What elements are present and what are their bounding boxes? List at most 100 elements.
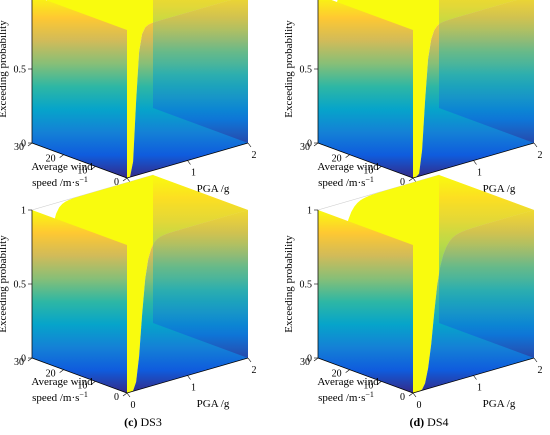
y-axis-label-unit: speed /m·s	[32, 177, 79, 189]
z-tick-label: 0.5	[300, 65, 313, 76]
x-tick-label: 1	[191, 383, 196, 394]
surface-front-wind	[318, 210, 413, 393]
y-tick-mark	[377, 166, 382, 170]
surface-side-pga-max	[153, 175, 248, 358]
z-tick-label: 0	[307, 139, 312, 150]
y-tick-label: 20	[46, 154, 56, 165]
y-axis-label-line2: speed /m·s−1	[32, 175, 88, 189]
y-tick-mark	[27, 357, 33, 362]
x-tick-mark	[412, 177, 417, 183]
y-axis-label-line2: speed /m·s−1	[318, 390, 374, 404]
y-tick-mark	[408, 392, 414, 397]
y-tick-mark	[313, 357, 319, 362]
x-tick-mark	[247, 357, 252, 363]
y-axis-line	[31, 142, 128, 179]
x-tick-mark	[473, 160, 477, 165]
z-tick-label: 1	[21, 206, 26, 217]
surface-side-pga-max	[153, 0, 248, 143]
surface-side-pga-max	[439, 0, 534, 143]
surface-front-wind	[318, 0, 413, 178]
y-axis-label-exponent: −1	[79, 390, 88, 399]
y-axis-label-exponent: −1	[79, 175, 88, 184]
y-tick-label: 0	[400, 177, 405, 188]
x-tick-label: 1	[191, 168, 196, 179]
x-tick-mark	[126, 177, 131, 183]
y-tick-label: 10	[77, 165, 87, 176]
y-tick-mark	[122, 392, 128, 397]
y-axis-label-unit: speed /m·s	[32, 392, 79, 404]
y-tick-mark	[59, 154, 64, 158]
y-tick-label: 20	[332, 154, 342, 165]
z-axis-label: Exceeding probability	[0, 235, 9, 333]
z-tick-label: 1	[21, 0, 26, 2]
z-tick-label: 0	[21, 139, 26, 150]
panel-caption-title: DS4	[427, 415, 448, 429]
x-axis-label: PGA /g	[197, 183, 230, 195]
panel-caption: (c) DS3	[124, 415, 162, 429]
y-axis-line	[317, 357, 414, 394]
y-axis-line	[31, 357, 128, 394]
x-axis-label: PGA /g	[483, 183, 516, 195]
y-tick-label: 30	[14, 357, 24, 368]
z-tick-label: 0.5	[14, 65, 27, 76]
y-axis-line	[317, 142, 414, 179]
x-tick-mark	[412, 392, 417, 398]
y-tick-label: 0	[400, 392, 405, 403]
y-axis-label-line2: speed /m·s−1	[32, 390, 88, 404]
y-axis-label-line1: Average wind	[317, 376, 379, 388]
x-tick-mark	[473, 375, 477, 380]
y-axis-label-line1: Average wind	[31, 161, 93, 173]
z-tick-label: 0.5	[14, 280, 27, 291]
panel-caption: (d) DS4	[409, 415, 448, 429]
x-tick-label: 0	[417, 400, 422, 411]
x-axis-label: PGA /g	[483, 398, 516, 410]
y-tick-label: 30	[300, 357, 310, 368]
y-tick-mark	[313, 142, 319, 147]
z-axis-label: Exceeding probability	[283, 235, 295, 333]
y-axis-label-line1: Average wind	[317, 161, 379, 173]
x-tick-label: 2	[252, 365, 257, 376]
x-tick-label: 2	[252, 150, 257, 161]
y-tick-label: 10	[363, 165, 373, 176]
x-axis-label: PGA /g	[197, 398, 230, 410]
x-tick-label: 0	[131, 400, 136, 411]
panel-caption-letter: (c)	[124, 415, 137, 429]
y-axis-label-unit: speed /m·s	[318, 177, 365, 189]
z-tick-label: 0	[21, 354, 26, 365]
x-tick-mark	[533, 357, 538, 363]
y-tick-mark	[408, 177, 414, 182]
x-tick-mark	[187, 160, 191, 165]
y-axis-label-exponent: −1	[365, 175, 374, 184]
y-tick-label: 30	[300, 142, 310, 153]
y-axis-label-line1: Average wind	[31, 376, 93, 388]
y-tick-label: 10	[363, 380, 373, 391]
y-tick-mark	[91, 166, 96, 170]
surface-front-wind	[32, 210, 127, 393]
x-tick-label: 2	[538, 365, 543, 376]
y-tick-mark	[345, 154, 350, 158]
y-tick-mark	[59, 369, 64, 373]
z-tick-label: 0	[307, 354, 312, 365]
x-tick-label: 2	[538, 150, 543, 161]
y-tick-label: 30	[14, 142, 24, 153]
y-tick-mark	[122, 177, 128, 182]
z-axis-label: Exceeding probability	[283, 20, 295, 118]
x-tick-mark	[126, 392, 131, 398]
panel-caption-letter: (d)	[409, 415, 424, 429]
surface-side-pga-max	[439, 175, 534, 358]
panel-caption-title: DS3	[140, 415, 161, 429]
z-tick-label: 1	[307, 0, 312, 2]
y-tick-label: 0	[114, 392, 119, 403]
y-axis-label-exponent: −1	[365, 390, 374, 399]
y-tick-label: 0	[114, 177, 119, 188]
surface-front-wind	[32, 0, 127, 178]
z-tick-label: 1	[307, 206, 312, 217]
y-tick-label: 20	[46, 369, 56, 380]
x-tick-mark	[187, 375, 191, 380]
y-axis-label-unit: speed /m·s	[318, 392, 365, 404]
